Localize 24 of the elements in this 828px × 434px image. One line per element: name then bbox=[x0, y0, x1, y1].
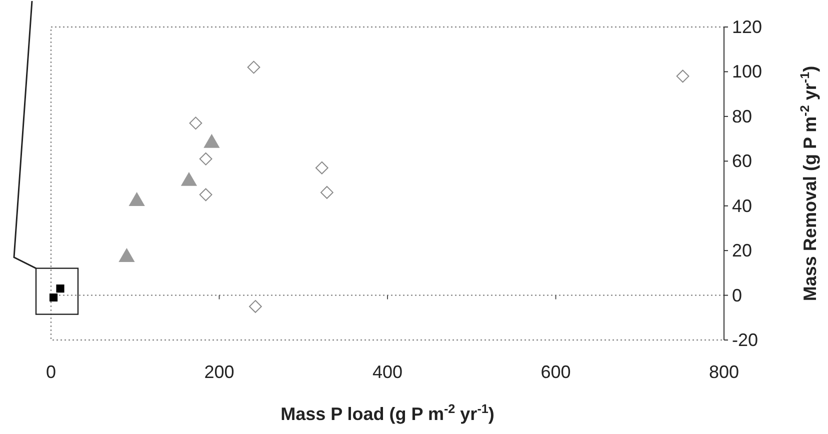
y-tick-label: 0 bbox=[732, 285, 742, 306]
point bbox=[56, 284, 64, 293]
point bbox=[49, 293, 58, 302]
y-tick-label: 20 bbox=[732, 240, 752, 261]
x-tick-label: 0 bbox=[46, 362, 56, 382]
point bbox=[189, 116, 202, 130]
x-axis-title: Mass P load (g P m$^{-2}$ yr$^{-1}$) bbox=[280, 402, 494, 424]
x-tick-label: 200 bbox=[204, 362, 234, 382]
point bbox=[199, 152, 212, 166]
y-tick-label: -20 bbox=[732, 330, 758, 350]
y-tick-label: 80 bbox=[732, 106, 752, 126]
x-tick-label: 600 bbox=[540, 362, 571, 382]
point bbox=[247, 60, 260, 74]
x-tick-label: 800 bbox=[708, 362, 740, 382]
point bbox=[248, 300, 262, 313]
y-tick-label: 40 bbox=[732, 196, 752, 216]
y-tick-label: 100 bbox=[732, 62, 762, 82]
point bbox=[315, 161, 328, 174]
y-tick-label: 60 bbox=[732, 151, 752, 172]
point bbox=[199, 188, 212, 202]
y-tick-label: 120 bbox=[732, 17, 762, 37]
x-tick-label: 400 bbox=[372, 362, 403, 382]
point bbox=[320, 186, 334, 199]
point bbox=[676, 70, 690, 83]
